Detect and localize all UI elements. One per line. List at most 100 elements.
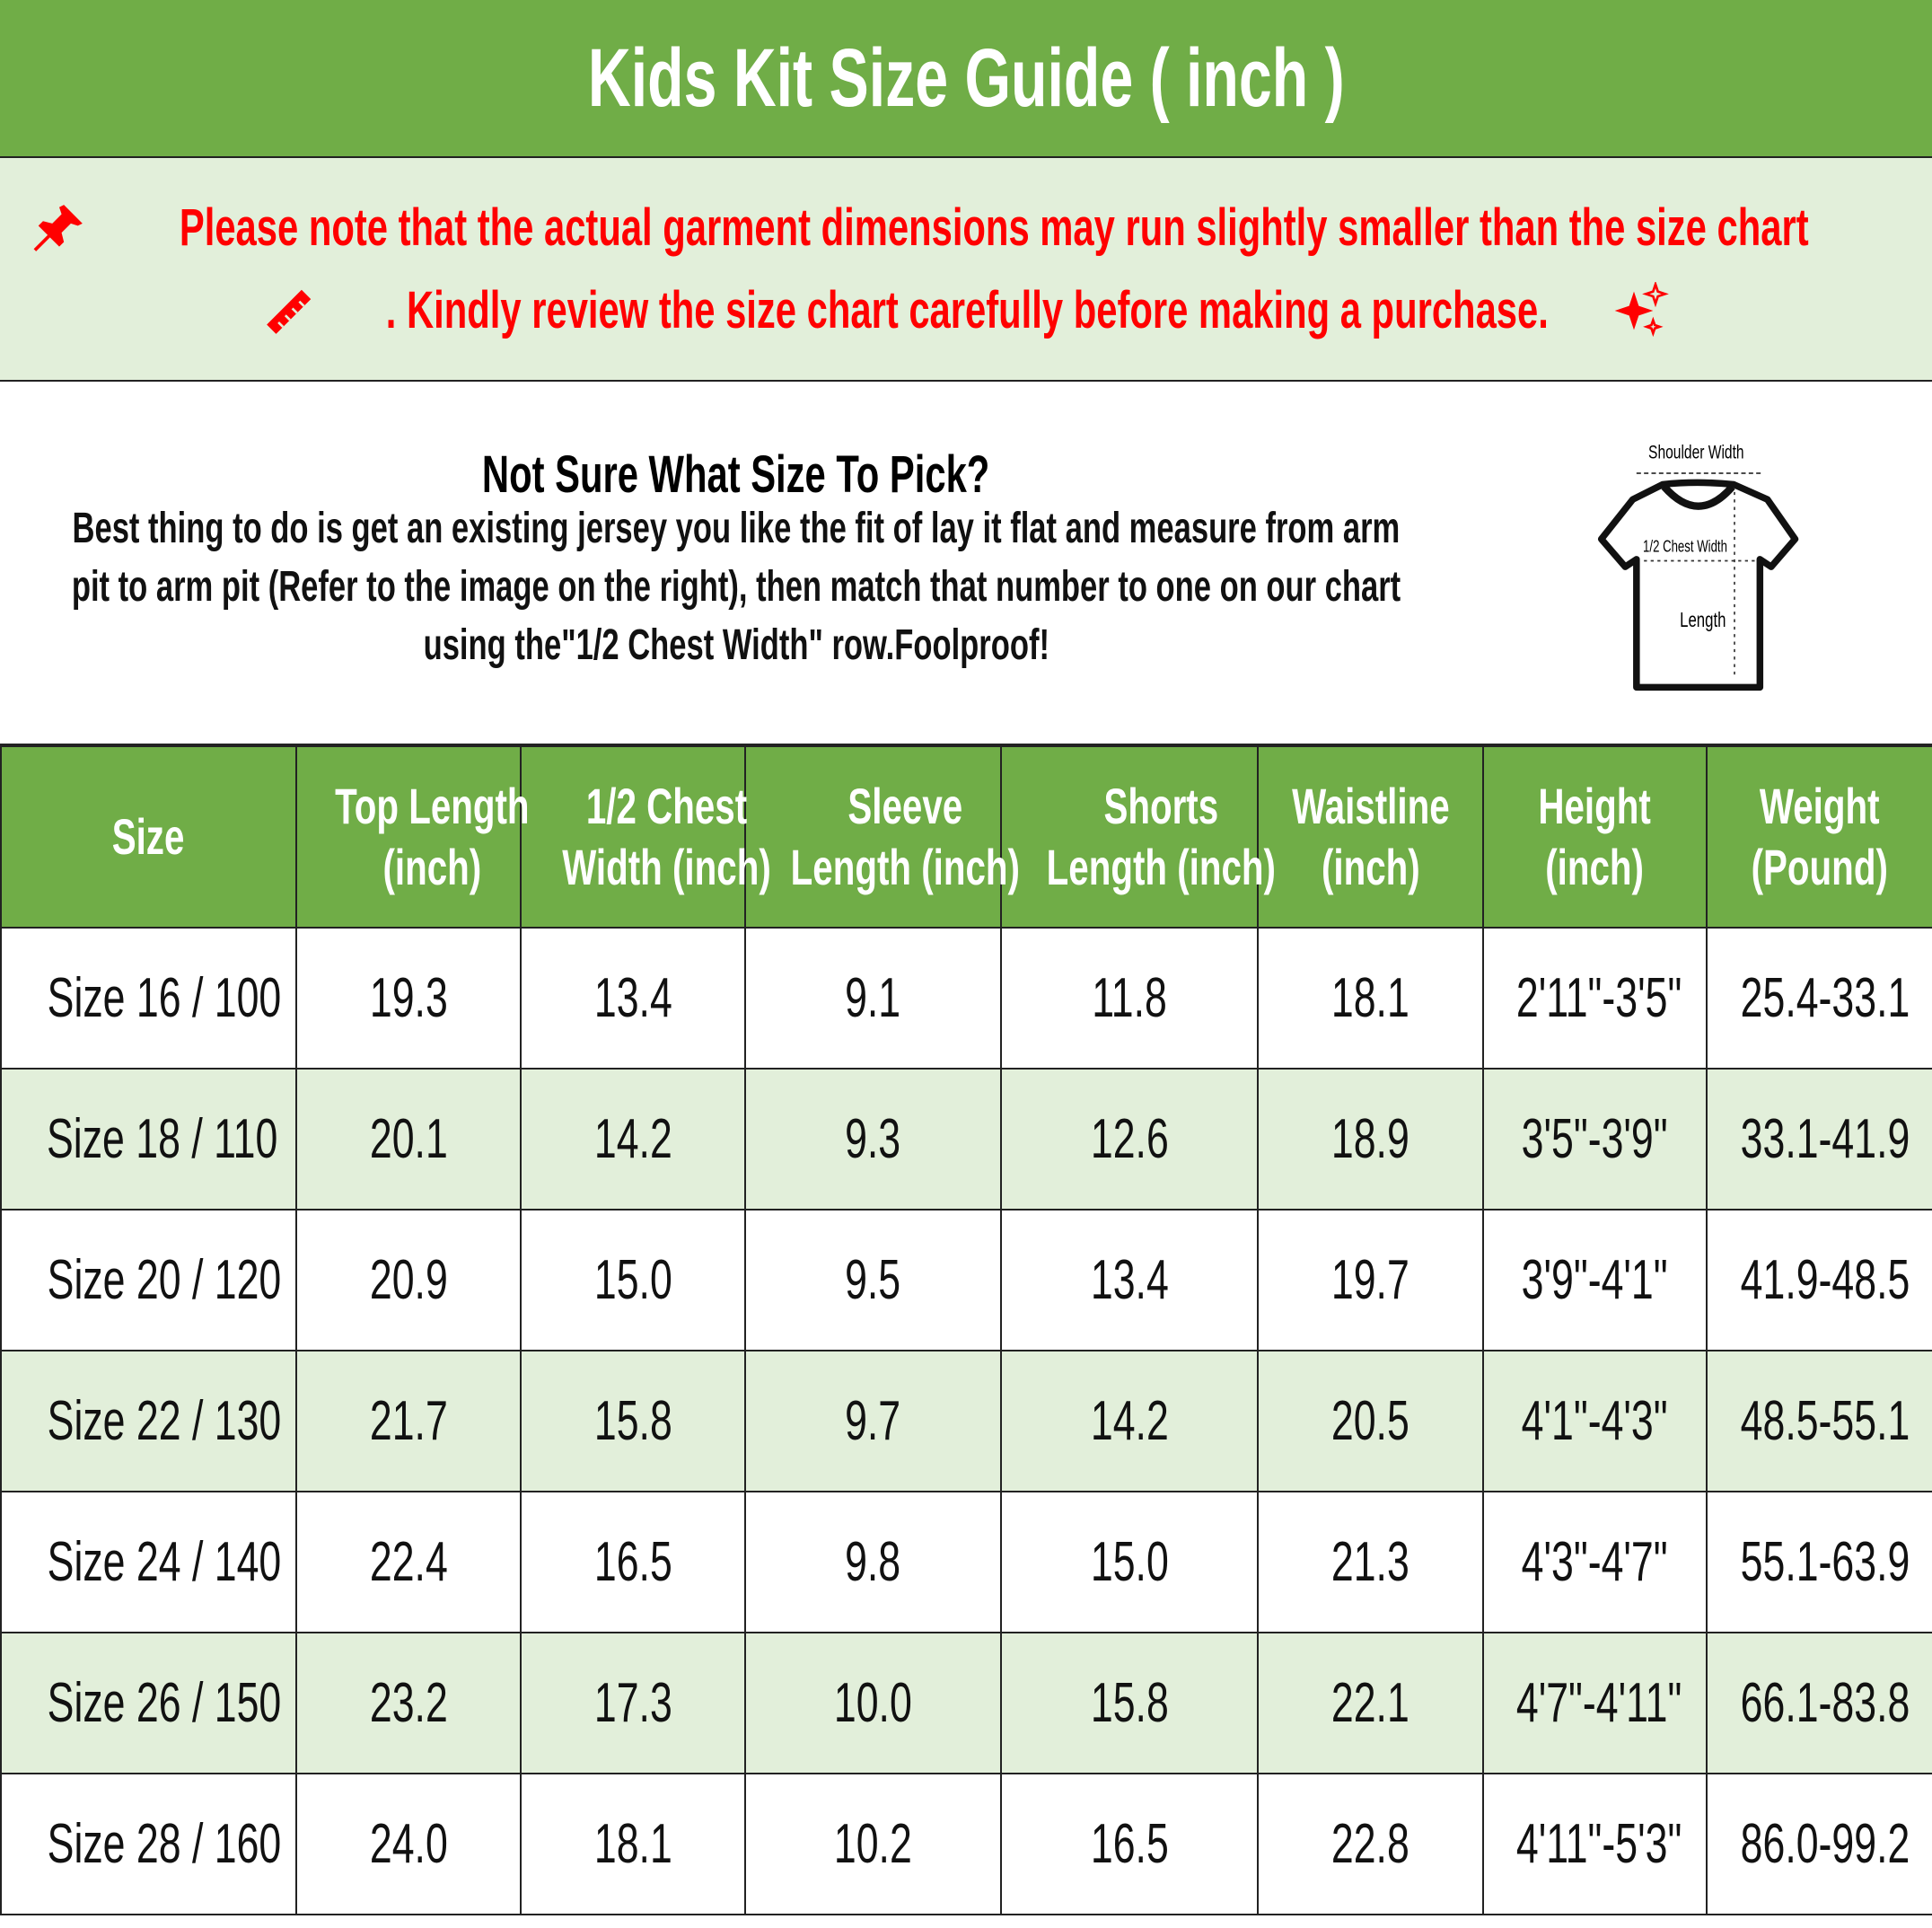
column-header-text: Size bbox=[112, 808, 185, 865]
cell-value: 14.2 bbox=[593, 1108, 672, 1170]
table-row: Size 20 / 120 20.9 15.0 9.5 13.4 19.7 3'9"-4'1… bbox=[0, 1209, 1932, 1351]
column-header-text: Length (inch) bbox=[790, 839, 1020, 895]
chest-width-label: 1/2 Chest Width bbox=[1643, 539, 1727, 557]
tshirt-measurement-diagram: Shoulder Width 1/2 Chest Width Length bbox=[1597, 441, 1799, 691]
table-cell: 86.0-99.2 bbox=[1706, 1773, 1932, 1915]
pushpin-icon bbox=[33, 204, 83, 251]
cell-value: 9.3 bbox=[845, 1108, 901, 1170]
cell-value: 13.4 bbox=[593, 967, 672, 1029]
column-header-text: 1/2 Chest bbox=[585, 778, 748, 834]
cell-value: 20.5 bbox=[1331, 1390, 1409, 1452]
cell-value: 21.7 bbox=[369, 1390, 448, 1452]
cell-value: 66.1-83.8 bbox=[1740, 1672, 1910, 1734]
cell-value: Size 16 / 100 bbox=[47, 967, 282, 1029]
cell-value: 2'11"-3'5" bbox=[1515, 967, 1682, 1029]
cell-value: 21.3 bbox=[1331, 1531, 1409, 1593]
table-cell: 9.7 bbox=[744, 1350, 1002, 1492]
cell-value: 23.2 bbox=[369, 1672, 448, 1734]
cell-value: Size 28 / 160 bbox=[47, 1813, 282, 1875]
table-cell: 18.9 bbox=[1257, 1068, 1484, 1211]
cell-value: 22.1 bbox=[1331, 1672, 1409, 1734]
table-cell: 13.4 bbox=[520, 927, 746, 1070]
column-header-text: Waistline bbox=[1291, 778, 1450, 834]
table-cell: 24.0 bbox=[295, 1773, 522, 1915]
cell-value: 20.1 bbox=[369, 1108, 448, 1170]
cell-value: 4'11"-5'3" bbox=[1515, 1813, 1682, 1875]
cell-value: Size 18 / 110 bbox=[47, 1108, 278, 1170]
table-cell: 55.1-63.9 bbox=[1706, 1491, 1932, 1633]
column-header-text: Width (inch) bbox=[562, 839, 771, 895]
table-cell: 10.0 bbox=[744, 1632, 1002, 1774]
column-header: Size bbox=[0, 745, 297, 929]
cell-value: 3'9"-4'1" bbox=[1522, 1249, 1668, 1311]
notice-line-1: Please note that the actual garment dime… bbox=[179, 198, 1809, 257]
table-cell: 2'11"-3'5" bbox=[1482, 927, 1708, 1070]
table-cell: 4'1"-4'3" bbox=[1482, 1350, 1708, 1492]
sparkles-icon bbox=[1614, 281, 1670, 337]
info-section: Not Sure What Size To Pick? Best thing t… bbox=[0, 382, 1932, 745]
title-banner: Kids Kit Size Guide ( inch ) bbox=[0, 0, 1932, 158]
table-cell: 22.4 bbox=[295, 1491, 522, 1633]
table-cell: 10.2 bbox=[744, 1773, 1002, 1915]
cell-value: 24.0 bbox=[369, 1813, 448, 1875]
table-cell: 66.1-83.8 bbox=[1706, 1632, 1932, 1774]
cell-value: 19.3 bbox=[369, 967, 448, 1029]
table-cell: 15.8 bbox=[1000, 1632, 1259, 1774]
column-header-text: Height bbox=[1538, 778, 1652, 834]
ruler-icon bbox=[266, 289, 311, 334]
cell-value: 22.8 bbox=[1331, 1813, 1409, 1875]
table-row: Size 24 / 140 22.4 16.5 9.8 15.0 21.3 4'3"-4'7… bbox=[0, 1491, 1932, 1633]
cell-value: 10.2 bbox=[834, 1813, 912, 1875]
table-cell: 9.8 bbox=[744, 1491, 1002, 1633]
table-cell: 19.7 bbox=[1257, 1209, 1484, 1351]
column-header-text: Sleeve bbox=[847, 778, 963, 834]
table-cell: 16.5 bbox=[520, 1491, 746, 1633]
table-cell: 21.7 bbox=[295, 1350, 522, 1492]
table-row: Size 28 / 160 24.0 18.1 10.2 16.5 22.8 4'11"-5… bbox=[0, 1773, 1932, 1915]
page-title: Kids Kit Size Guide ( inch ) bbox=[587, 31, 1345, 124]
cell-value: 55.1-63.9 bbox=[1740, 1531, 1910, 1593]
table-row: Size 16 / 100 19.3 13.4 9.1 11.8 18.1 2'11"-3'… bbox=[0, 927, 1932, 1070]
table-cell: Size 22 / 130 bbox=[0, 1350, 297, 1492]
cell-value: 9.8 bbox=[845, 1531, 901, 1593]
cell-value: 20.9 bbox=[369, 1249, 448, 1311]
table-cell: 20.1 bbox=[295, 1068, 522, 1211]
column-header: Sleeve Length (inch) bbox=[744, 745, 1020, 929]
table-cell: 13.4 bbox=[1000, 1209, 1259, 1351]
table-cell: 25.4-33.1 bbox=[1706, 927, 1932, 1070]
column-header-text: Length (inch) bbox=[1046, 839, 1276, 895]
column-header: Top Length (inch) bbox=[295, 745, 530, 929]
cell-value: 9.5 bbox=[845, 1249, 901, 1311]
cell-value: Size 26 / 150 bbox=[47, 1672, 282, 1734]
size-table: Size Top Length (inch) 1/2 Chest Width (inch… bbox=[0, 745, 1932, 1915]
table-cell: Size 16 / 100 bbox=[0, 927, 297, 1070]
cell-value: 16.5 bbox=[1090, 1813, 1169, 1875]
cell-value: 14.2 bbox=[1090, 1390, 1169, 1452]
table-cell: 16.5 bbox=[1000, 1773, 1259, 1915]
cell-value: 18.9 bbox=[1331, 1108, 1409, 1170]
cell-value: 9.7 bbox=[845, 1390, 901, 1452]
table-cell: 18.1 bbox=[520, 1773, 746, 1915]
cell-value: Size 24 / 140 bbox=[47, 1531, 282, 1593]
table-cell: 22.1 bbox=[1257, 1632, 1484, 1774]
cell-value: 22.4 bbox=[369, 1531, 448, 1593]
column-header: Shorts Length (inch) bbox=[1000, 745, 1276, 929]
cell-value: 25.4-33.1 bbox=[1740, 967, 1910, 1029]
table-cell: 41.9-48.5 bbox=[1706, 1209, 1932, 1351]
cell-value: Size 20 / 120 bbox=[47, 1249, 282, 1311]
column-header: 1/2 Chest Width (inch) bbox=[520, 745, 771, 929]
column-header: Height (inch) bbox=[1482, 745, 1708, 929]
table-row: Size 22 / 130 21.7 15.8 9.7 14.2 20.5 4'1"-4'3… bbox=[0, 1350, 1932, 1492]
cell-value: 3'5"-3'9" bbox=[1522, 1108, 1668, 1170]
column-header-text: Shorts bbox=[1103, 778, 1219, 834]
table-cell: 15.0 bbox=[1000, 1491, 1259, 1633]
table-row: Size 18 / 110 20.1 14.2 9.3 12.6 18.9 3'5"-3'9… bbox=[0, 1068, 1932, 1211]
cell-value: 4'7"-4'11" bbox=[1515, 1672, 1682, 1734]
cell-value: Size 22 / 130 bbox=[47, 1390, 282, 1452]
cell-value: 15.8 bbox=[593, 1390, 672, 1452]
table-cell: 33.1-41.9 bbox=[1706, 1068, 1932, 1211]
shoulder-width-label: Shoulder Width bbox=[1648, 441, 1744, 462]
notice-line-2: . Kindly review the size chart carefully… bbox=[385, 281, 1549, 339]
table-row: Size 26 / 150 23.2 17.3 10.0 15.8 22.1 4'7"-4'… bbox=[0, 1632, 1932, 1774]
table-cell: 9.3 bbox=[744, 1068, 1002, 1211]
